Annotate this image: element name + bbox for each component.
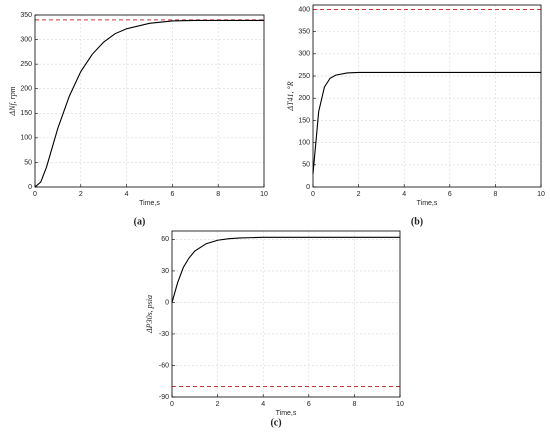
x-tick-label: 0 — [33, 191, 37, 198]
y-tick-label: 250 — [298, 73, 310, 80]
x-axis-label: Time,s — [417, 200, 438, 207]
y-tick-label: 300 — [20, 36, 32, 43]
x-tick-label: 0 — [170, 401, 174, 408]
y-tick-label: 50 — [24, 159, 32, 166]
x-tick-label: 4 — [125, 191, 129, 198]
y-tick-label: 200 — [20, 86, 32, 93]
y-tick-label: 60 — [161, 236, 169, 243]
y-tick-label: 350 — [298, 28, 310, 35]
panel-caption: (a) — [134, 216, 146, 227]
y-tick-label: -90 — [159, 394, 169, 401]
x-tick-label: 4 — [402, 191, 406, 198]
y-tick-label: 0 — [28, 184, 32, 191]
data-line — [34, 19, 264, 188]
plot-frame — [34, 14, 265, 188]
y-tick-label: 150 — [20, 110, 32, 117]
x-tick-label: 6 — [307, 401, 311, 408]
x-tick-label: 2 — [357, 191, 361, 198]
x-tick-label: 0 — [311, 191, 315, 198]
x-axis-label: Time,s — [139, 200, 160, 207]
panel-caption: (c) — [270, 417, 281, 428]
y-tick-label: 400 — [298, 6, 310, 13]
y-axis-label: ΔP30s, psia — [145, 295, 154, 334]
x-tick-label: 6 — [448, 191, 452, 198]
x-tick-label: 10 — [396, 401, 404, 408]
y-tick-label: 100 — [298, 139, 310, 146]
x-tick-label: 10 — [260, 191, 268, 198]
y-tick-label: 0 — [306, 184, 310, 191]
plot-frame — [312, 4, 542, 188]
y-tick-label: 30 — [161, 268, 169, 275]
x-tick-label: 6 — [170, 191, 174, 198]
y-axis-label: ΔNf, rpm — [8, 86, 17, 116]
data-line — [171, 236, 400, 303]
x-tick-label: 10 — [537, 191, 545, 198]
x-tick-label: 8 — [216, 191, 220, 198]
y-tick-label: 150 — [298, 117, 310, 124]
y-tick-label: 100 — [20, 135, 32, 142]
plot-frame — [171, 230, 401, 398]
data-line — [312, 71, 541, 174]
x-tick-label: 8 — [352, 401, 356, 408]
y-tick-label: 250 — [20, 61, 32, 68]
y-tick-label: 200 — [298, 95, 310, 102]
y-tick-label: -60 — [159, 362, 169, 369]
x-axis-label: Time,s — [276, 410, 297, 417]
y-tick-label: 350 — [20, 12, 32, 19]
y-tick-label: 50 — [302, 162, 310, 169]
y-axis-label: ΔT41, °R — [286, 81, 295, 111]
x-tick-label: 4 — [261, 401, 265, 408]
x-tick-label: 2 — [79, 191, 83, 198]
x-tick-label: 2 — [216, 401, 220, 408]
y-tick-label: 300 — [298, 51, 310, 58]
x-tick-label: 8 — [493, 191, 497, 198]
panel-caption: (b) — [411, 216, 423, 227]
y-tick-label: 0 — [165, 299, 169, 306]
y-tick-label: -30 — [159, 331, 169, 338]
